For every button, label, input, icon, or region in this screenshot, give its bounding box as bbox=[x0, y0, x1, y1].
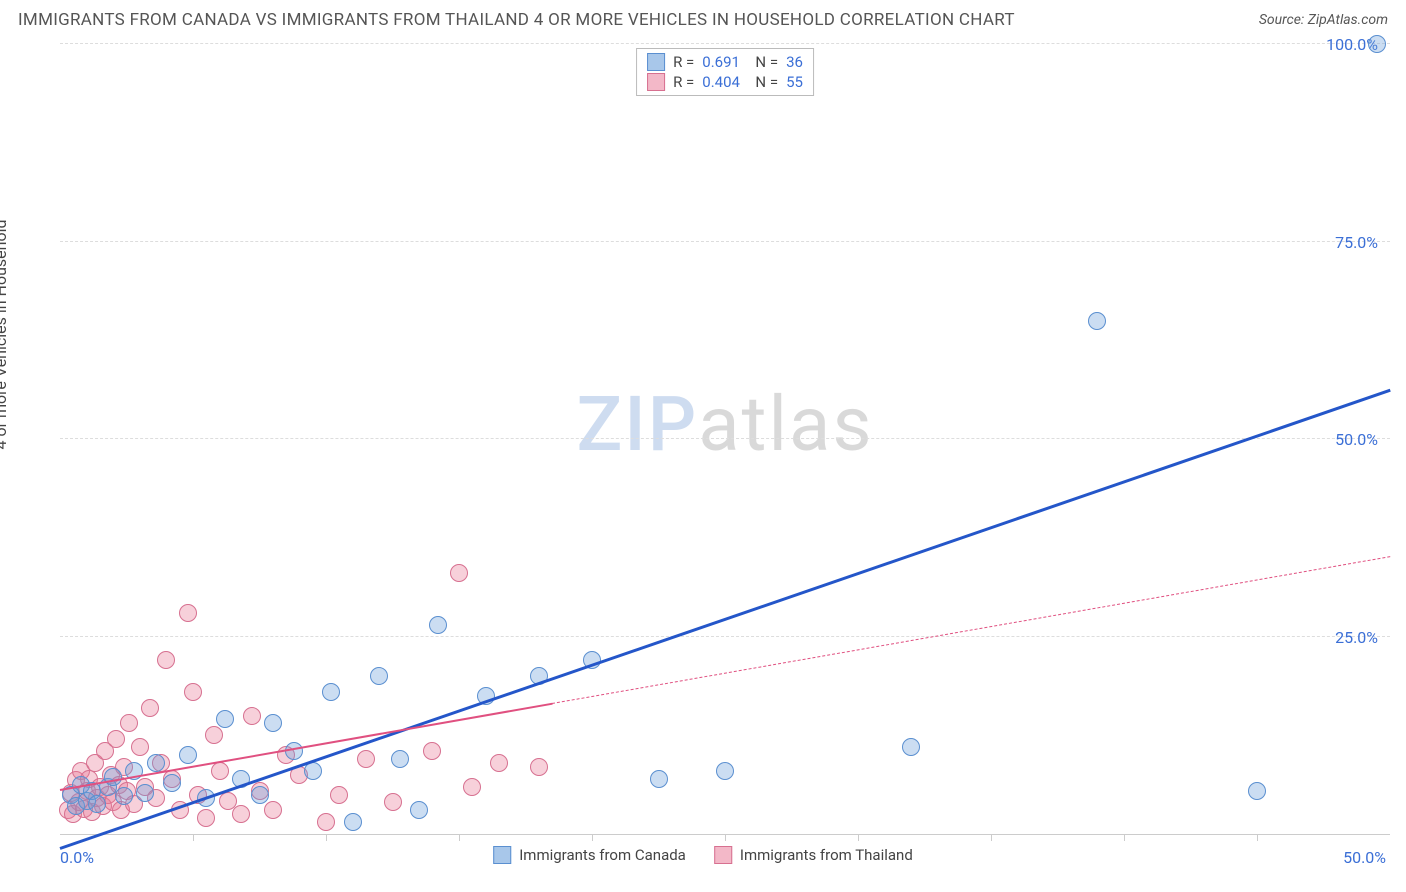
data-point bbox=[391, 750, 409, 768]
data-point bbox=[147, 754, 165, 772]
legend-swatch bbox=[714, 846, 732, 864]
x-tick bbox=[326, 834, 327, 841]
n-label: N = bbox=[748, 73, 778, 91]
data-point bbox=[211, 762, 229, 780]
legend-swatch bbox=[493, 846, 511, 864]
data-point bbox=[322, 683, 340, 701]
n-value: 36 bbox=[786, 53, 803, 71]
data-point bbox=[902, 738, 920, 756]
y-tick-label: 75.0% bbox=[1335, 233, 1378, 252]
data-point bbox=[120, 714, 138, 732]
chart-title: IMMIGRANTS FROM CANADA VS IMMIGRANTS FRO… bbox=[18, 10, 1015, 30]
x-tick bbox=[725, 834, 726, 841]
data-point bbox=[243, 707, 261, 725]
legend-stats-row: R = 0.404 N = 55 bbox=[647, 72, 803, 92]
data-point bbox=[357, 750, 375, 768]
data-point bbox=[251, 786, 269, 804]
r-value: 0.691 bbox=[702, 53, 740, 71]
data-point bbox=[423, 742, 441, 760]
data-point bbox=[107, 730, 125, 748]
n-value: 55 bbox=[786, 73, 803, 91]
data-point bbox=[232, 805, 250, 823]
data-point bbox=[1248, 782, 1266, 800]
data-point bbox=[115, 787, 133, 805]
x-tick bbox=[459, 834, 460, 841]
data-point bbox=[716, 762, 734, 780]
data-point bbox=[179, 604, 197, 622]
legend-item: Immigrants from Canada bbox=[493, 846, 686, 864]
data-point bbox=[384, 793, 402, 811]
data-point bbox=[184, 683, 202, 701]
legend-stats-row: R = 0.691 N = 36 bbox=[647, 52, 803, 72]
data-point bbox=[157, 651, 175, 669]
data-point bbox=[163, 774, 181, 792]
data-point bbox=[104, 768, 122, 786]
gridline bbox=[60, 438, 1390, 439]
legend-item: Immigrants from Thailand bbox=[714, 846, 913, 864]
data-point bbox=[264, 714, 282, 732]
data-point bbox=[197, 809, 215, 827]
r-value: 0.404 bbox=[702, 73, 740, 91]
x-tick bbox=[1124, 834, 1125, 841]
data-point bbox=[650, 770, 668, 788]
data-point bbox=[317, 813, 335, 831]
legend-swatch bbox=[647, 53, 665, 71]
data-point bbox=[450, 564, 468, 582]
legend-label: Immigrants from Canada bbox=[519, 846, 686, 864]
x-tick bbox=[858, 834, 859, 841]
gridline bbox=[60, 241, 1390, 242]
data-point bbox=[1368, 35, 1386, 53]
legend-series: Immigrants from Canada Immigrants from Th… bbox=[493, 846, 913, 864]
data-point bbox=[490, 754, 508, 772]
trend-line bbox=[552, 557, 1390, 705]
y-tick-label: 50.0% bbox=[1335, 430, 1378, 449]
data-point bbox=[330, 786, 348, 804]
data-point bbox=[131, 738, 149, 756]
data-point bbox=[463, 778, 481, 796]
gridline bbox=[60, 636, 1390, 637]
x-tick bbox=[1257, 834, 1258, 841]
x-axis-max-label: 50.0% bbox=[1343, 848, 1386, 867]
data-point bbox=[530, 758, 548, 776]
data-point bbox=[264, 801, 282, 819]
x-tick bbox=[991, 834, 992, 841]
r-label: R = bbox=[673, 73, 694, 91]
data-point bbox=[216, 710, 234, 728]
watermark: ZIPatlas bbox=[576, 379, 873, 469]
data-point bbox=[370, 667, 388, 685]
legend-swatch bbox=[647, 73, 665, 91]
data-point bbox=[429, 616, 447, 634]
plot-area: R = 0.691 N = 36R = 0.404 N = 55 ZIPatla… bbox=[60, 45, 1390, 835]
data-point bbox=[88, 795, 106, 813]
trend-line bbox=[60, 389, 1391, 850]
r-label: R = bbox=[673, 53, 694, 71]
data-point bbox=[141, 699, 159, 717]
data-point bbox=[136, 784, 154, 802]
source-attribution: Source: ZipAtlas.com bbox=[1259, 12, 1388, 28]
y-axis-label: 4 or more Vehicles in Household bbox=[0, 219, 10, 449]
x-axis-min-label: 0.0% bbox=[60, 848, 94, 867]
data-point bbox=[179, 746, 197, 764]
x-tick bbox=[592, 834, 593, 841]
y-tick-label: 25.0% bbox=[1335, 628, 1378, 647]
n-label: N = bbox=[748, 53, 778, 71]
gridline bbox=[60, 43, 1390, 44]
x-tick bbox=[193, 834, 194, 841]
data-point bbox=[410, 801, 428, 819]
legend-stats: R = 0.691 N = 36R = 0.404 N = 55 bbox=[636, 48, 814, 96]
data-point bbox=[344, 813, 362, 831]
data-point bbox=[1088, 312, 1106, 330]
data-point bbox=[205, 726, 223, 744]
legend-label: Immigrants from Thailand bbox=[740, 846, 913, 864]
